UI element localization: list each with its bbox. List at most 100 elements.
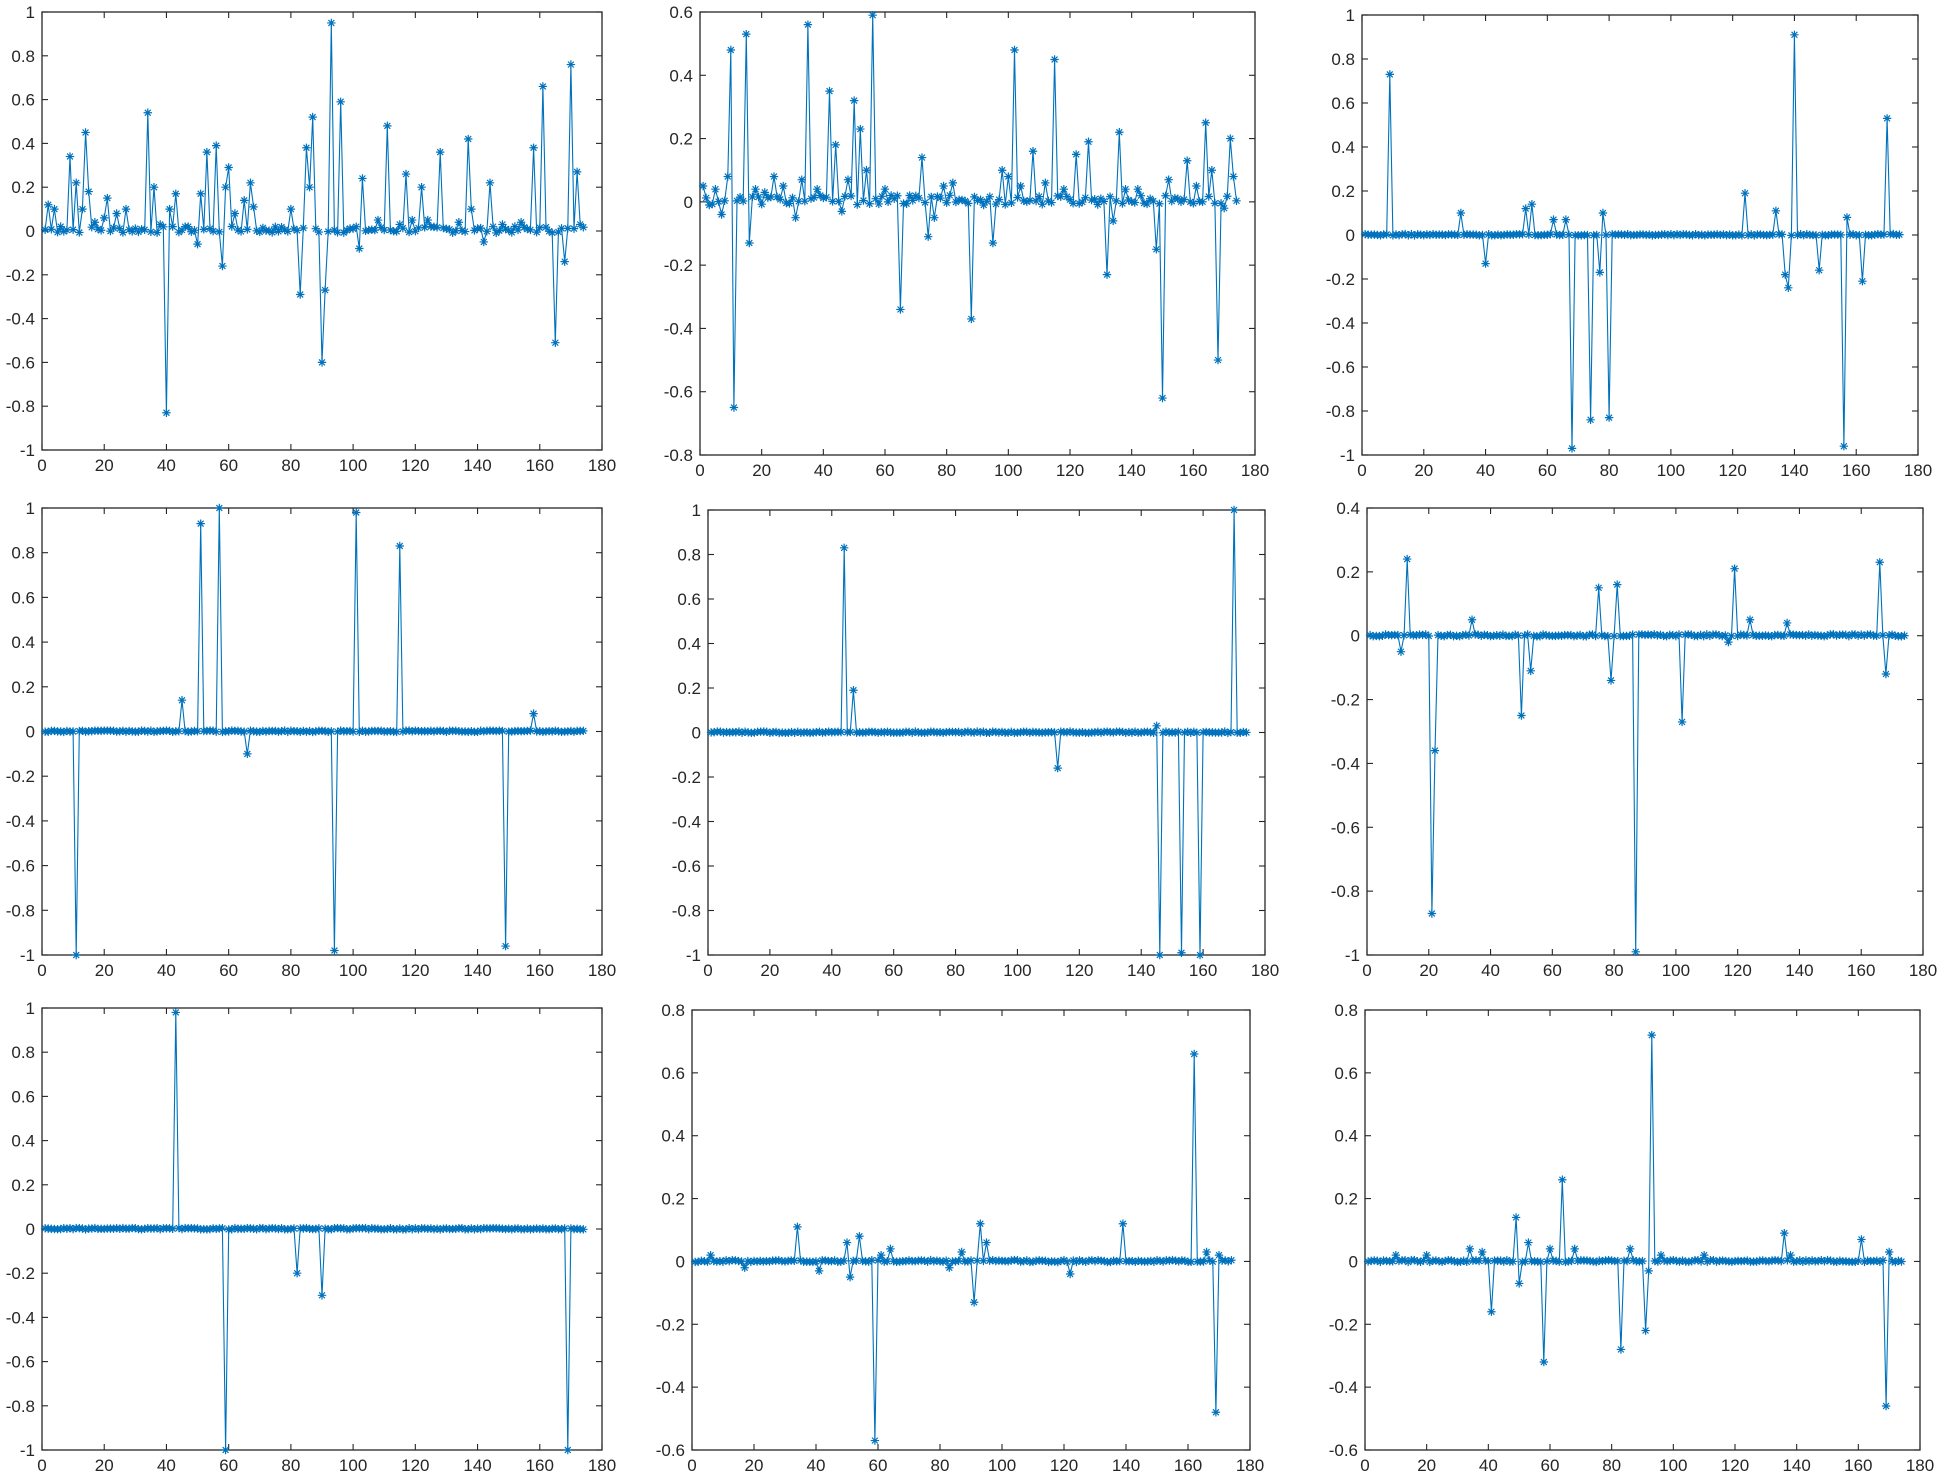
data-point-marker xyxy=(1866,630,1875,639)
data-point-marker xyxy=(843,175,853,184)
data-point-marker xyxy=(1897,1257,1906,1266)
y-tick-label: -0.4 xyxy=(1331,754,1360,773)
data-point-marker xyxy=(53,228,62,237)
data-point-marker xyxy=(1391,230,1401,239)
data-point-marker xyxy=(1464,631,1474,640)
data-point-marker xyxy=(791,213,800,222)
data-point-marker xyxy=(1180,728,1189,737)
x-tick-label: 80 xyxy=(946,961,965,980)
data-point-marker xyxy=(1471,1256,1481,1265)
data-point-marker xyxy=(81,1225,90,1234)
data-point-marker xyxy=(1180,1256,1190,1265)
data-point-marker xyxy=(1004,1257,1013,1266)
data-point-marker xyxy=(495,226,504,235)
data-point-marker xyxy=(1232,196,1241,206)
data-point-marker xyxy=(1065,727,1075,736)
data-point-marker xyxy=(883,197,893,207)
data-point-marker xyxy=(1078,1256,1087,1266)
data-point-marker xyxy=(1090,195,1099,204)
data-point-marker xyxy=(535,223,544,232)
x-tick-label: 40 xyxy=(807,1456,826,1475)
data-point-marker xyxy=(1555,1257,1564,1266)
data-point-marker xyxy=(1118,199,1127,208)
data-point-marker xyxy=(190,226,199,235)
data-point-marker xyxy=(1062,728,1072,737)
data-point-marker xyxy=(760,188,769,197)
data-point-marker xyxy=(1034,192,1044,201)
data-point-marker xyxy=(348,727,358,736)
data-point-marker xyxy=(566,726,576,736)
x-tick-label: 100 xyxy=(1662,961,1690,980)
data-point-marker xyxy=(1424,631,1433,641)
y-tick-label: 0.2 xyxy=(669,130,693,149)
data-point-marker xyxy=(68,225,78,234)
data-point-marker xyxy=(523,224,532,234)
data-point-marker xyxy=(1019,196,1028,206)
x-tick-label: 120 xyxy=(1721,1456,1749,1475)
data-point-marker xyxy=(890,194,899,203)
y-tick-label: -0.8 xyxy=(6,1397,35,1416)
y-tick-label: 0.2 xyxy=(1334,1190,1358,1209)
data-point-marker xyxy=(72,178,81,188)
data-point-marker xyxy=(1645,230,1654,239)
data-point-marker xyxy=(233,225,243,235)
data-point-marker xyxy=(193,239,202,249)
data-point-marker xyxy=(1666,230,1676,239)
y-tick-label: 0.6 xyxy=(11,91,35,110)
data-point-marker xyxy=(566,60,576,69)
data-point-marker xyxy=(327,18,336,28)
data-point-marker xyxy=(806,194,816,203)
data-point-marker xyxy=(1592,230,1601,240)
y-tick-label: -1 xyxy=(686,946,701,965)
data-point-marker xyxy=(811,1257,821,1266)
data-point-marker xyxy=(1130,727,1140,736)
data-point-marker xyxy=(283,227,292,236)
data-point-marker xyxy=(1844,631,1854,641)
data-point-marker xyxy=(905,191,914,200)
data-point-marker xyxy=(1419,230,1428,240)
data-point-marker xyxy=(994,728,1004,737)
data-point-marker xyxy=(1858,277,1867,286)
data-point-marker xyxy=(249,202,258,212)
y-tick-label: -0.8 xyxy=(672,902,701,921)
data-point-marker xyxy=(1484,229,1493,239)
x-tick-label: 80 xyxy=(937,461,956,480)
data-point-marker xyxy=(718,1257,728,1266)
y-tick-label: -0.8 xyxy=(6,397,35,416)
data-point-marker xyxy=(1477,1247,1487,1257)
data-point-marker xyxy=(370,225,380,235)
data-point-marker xyxy=(1740,189,1750,198)
y-tick-label: 0.2 xyxy=(677,679,701,698)
axes-box xyxy=(691,1009,1251,1451)
data-point-marker xyxy=(579,726,588,736)
data-point-marker xyxy=(942,198,951,207)
data-point-marker xyxy=(873,1256,883,1265)
data-point-marker xyxy=(1388,231,1398,240)
data-point-marker xyxy=(218,1223,227,1233)
data-point-marker xyxy=(1796,230,1805,239)
data-point-marker xyxy=(1155,950,1164,960)
x-tick-label: 180 xyxy=(1236,1456,1264,1475)
x-tick-label: 160 xyxy=(1179,461,1207,480)
data-point-marker xyxy=(1152,1256,1162,1265)
data-point-marker xyxy=(1557,631,1566,640)
data-point-marker xyxy=(445,225,454,234)
data-point-marker xyxy=(221,1445,230,1455)
data-point-marker xyxy=(1158,728,1168,737)
data-point-marker xyxy=(754,192,763,202)
data-point-marker xyxy=(317,1291,327,1300)
data-point-marker xyxy=(68,1224,78,1234)
data-point-marker xyxy=(1857,630,1866,639)
data-point-marker xyxy=(963,1257,973,1266)
series-line xyxy=(702,15,1238,408)
data-point-marker xyxy=(1857,1235,1866,1244)
y-tick-label: -0.2 xyxy=(6,266,35,285)
data-point-marker xyxy=(1071,150,1081,159)
data-point-marker xyxy=(1564,230,1574,240)
data-point-marker xyxy=(305,183,314,192)
y-tick-label: -0.4 xyxy=(6,812,35,831)
data-point-marker xyxy=(809,193,819,202)
subplot-9: 0 20 40 60 80 100 120 140 160 180 -0.6 -0.4 -0.2 0 0.2… xyxy=(1329,1001,1934,1475)
x-tick-label: 120 xyxy=(1065,961,1093,980)
data-point-marker xyxy=(152,1223,162,1233)
